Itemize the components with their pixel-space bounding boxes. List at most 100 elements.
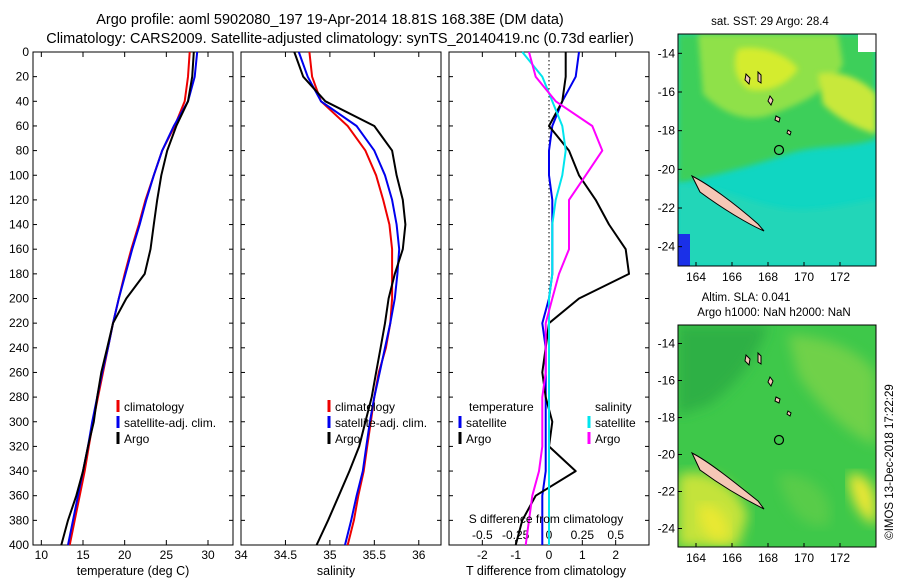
y-tick-label: 80 <box>16 144 30 158</box>
y-tick-label: 400 <box>9 538 29 552</box>
map-y-tick-label: -16 <box>658 374 676 388</box>
argo-location-marker <box>773 144 785 156</box>
map-x-tick-label: 168 <box>758 270 778 284</box>
salinity-xlabel: salinity <box>317 564 356 578</box>
temperature-panel: 0 20 40 60 80 100 120 140 160 180 200 220 240 260 280 3… <box>9 45 234 578</box>
x-tick-label: 10 <box>35 548 49 562</box>
x-tick-label: 34 <box>234 548 248 562</box>
y-tick-label: 220 <box>9 316 29 330</box>
difference-x2label: S difference from climatology <box>469 512 624 526</box>
y-tick-label: 100 <box>9 168 29 182</box>
difference-depth-tickmarks <box>449 51 649 546</box>
map-y-tick-label: -14 <box>658 46 676 60</box>
x-tick-label: 20 <box>118 548 132 562</box>
x2-tick-label: -0.25 <box>502 528 530 542</box>
temperature-xlabel: temperature (deg C) <box>77 564 190 578</box>
map-x-tick-label: 172 <box>830 270 850 284</box>
difference-lines <box>514 51 630 546</box>
map-x-tick-label: 164 <box>686 270 706 284</box>
series-line-salinity-argo <box>524 51 604 546</box>
sla-map-y-ticks: -14 -16 -18 -20 -22 -24 <box>658 337 682 536</box>
map-y-tick-label: -20 <box>658 448 676 462</box>
y-tick-label: 120 <box>9 193 29 207</box>
legend-satellite: satellite-adj. clim. <box>335 416 427 430</box>
map-y-tick-label: -22 <box>658 201 676 215</box>
temperature-x-ticks: 10 15 20 25 30 <box>35 52 215 562</box>
x-tick-label: 35.5 <box>363 548 387 562</box>
difference-panel: -2 -1 0 1 2-0.5 -0.25 0 0.25 0.5 T difference fr… <box>448 51 650 578</box>
y-tick-label: 140 <box>9 218 29 232</box>
x-tick-label: 0 <box>546 548 553 562</box>
x2-tick-label: 0.25 <box>571 528 595 542</box>
y-tick-label: 380 <box>9 513 29 527</box>
salinity-panel: 34 34.5 35 35.5 36 salinity climatology sate… <box>234 51 442 578</box>
legend-title-temperature: temperature <box>469 400 534 414</box>
temperature-lines <box>60 51 199 546</box>
sst-map-x-ticks: 164 166 168 170 172 <box>686 262 850 284</box>
title-line2: Climatology: CARS2009. Satellite-adjuste… <box>46 31 634 47</box>
sla-map-panel: Altim. SLA: 0.041 Argo h1000: NaN h2000:… <box>658 292 877 565</box>
map-x-tick-label: 170 <box>794 551 814 565</box>
sst-map-panel: sat. SST: 29 Argo: 28.4 164 166 168 170 172 … <box>658 16 877 284</box>
sst-map-frame <box>677 33 877 267</box>
legend-s-argo: Argo <box>595 432 621 446</box>
title-line1: Argo profile: aoml 5902080_197 19-Apr-20… <box>96 12 564 28</box>
legend-satellite: satellite-adj. clim. <box>124 416 216 430</box>
map-y-tick-label: -14 <box>658 337 676 351</box>
y-tick-label: 200 <box>9 292 29 306</box>
map-y-tick-label: -18 <box>658 124 676 138</box>
y-tick-label: 160 <box>9 242 29 256</box>
legend-title-salinity: salinity <box>595 400 632 414</box>
x-tick-label: 1 <box>579 548 586 562</box>
x2-tick-label: -0.5 <box>472 528 493 542</box>
map-y-tick-label: -24 <box>658 240 676 254</box>
map-y-tick-label: -24 <box>658 522 676 536</box>
map-y-tick-label: -18 <box>658 411 676 425</box>
map-x-tick-label: 164 <box>686 551 706 565</box>
legend-climatology: climatology <box>124 400 184 414</box>
x-tick-label: 30 <box>201 548 215 562</box>
legend-s-satellite: satellite <box>595 416 636 430</box>
y-tick-label: 20 <box>16 70 30 84</box>
depth-ticks: 0 20 40 60 80 100 120 140 160 180 200 220 240 260 280 3… <box>9 45 233 552</box>
map-x-tick-label: 166 <box>722 551 742 565</box>
salinity-x-ticks: 34 34.5 35 35.5 36 <box>234 52 426 562</box>
y-tick-label: 40 <box>16 94 30 108</box>
y-tick-label: 0 <box>22 45 29 59</box>
map-y-tick-label: -20 <box>658 162 676 176</box>
salinity-lines <box>293 51 407 546</box>
sla-map-frame <box>677 324 877 548</box>
difference-legend-temperature: temperature satellite Argo <box>458 400 534 446</box>
y-tick-label: 280 <box>9 390 29 404</box>
y-tick-label: 260 <box>9 365 29 379</box>
legend-t-satellite: satellite <box>466 416 507 430</box>
x-tick-label: 34.5 <box>274 548 298 562</box>
salinity-depth-tickmarks <box>241 51 441 546</box>
map-x-tick-label: 168 <box>758 551 778 565</box>
x-tick-label: 15 <box>76 548 90 562</box>
series-line-temperature-argo <box>514 52 630 546</box>
series-line-salinity-satellite <box>521 51 567 545</box>
map-x-tick-label: 170 <box>794 270 814 284</box>
x-tick-label: 25 <box>160 548 174 562</box>
map-x-tick-label: 166 <box>722 270 742 284</box>
sst-map-y-ticks: -14 -16 -18 -20 -22 -24 <box>658 46 682 254</box>
x2-tick-label: 0.5 <box>607 528 624 542</box>
map-x-tick-label: 172 <box>830 551 850 565</box>
salinity-legend: climatology satellite-adj. clim. Argo <box>327 400 427 446</box>
x-tick-label: 35 <box>323 548 337 562</box>
temperature-legend: climatology satellite-adj. clim. Argo <box>116 400 216 446</box>
map-y-tick-label: -16 <box>658 85 676 99</box>
difference-xlabel: T difference from climatology <box>466 564 627 578</box>
sla-map-x-ticks: 164 166 168 170 172 <box>686 543 850 565</box>
x-tick-label: -1 <box>510 548 521 562</box>
sst-map-title: sat. SST: 29 Argo: 28.4 <box>711 16 829 28</box>
y-tick-label: 300 <box>9 415 29 429</box>
argo-location-marker <box>773 434 785 446</box>
x-tick-label: 2 <box>612 548 619 562</box>
watermark: ©IMOS 13-Dec-2018 17:22:29 <box>884 384 896 540</box>
y-tick-label: 320 <box>9 439 29 453</box>
legend-t-argo: Argo <box>466 432 492 446</box>
x-tick-label: 36 <box>412 548 426 562</box>
